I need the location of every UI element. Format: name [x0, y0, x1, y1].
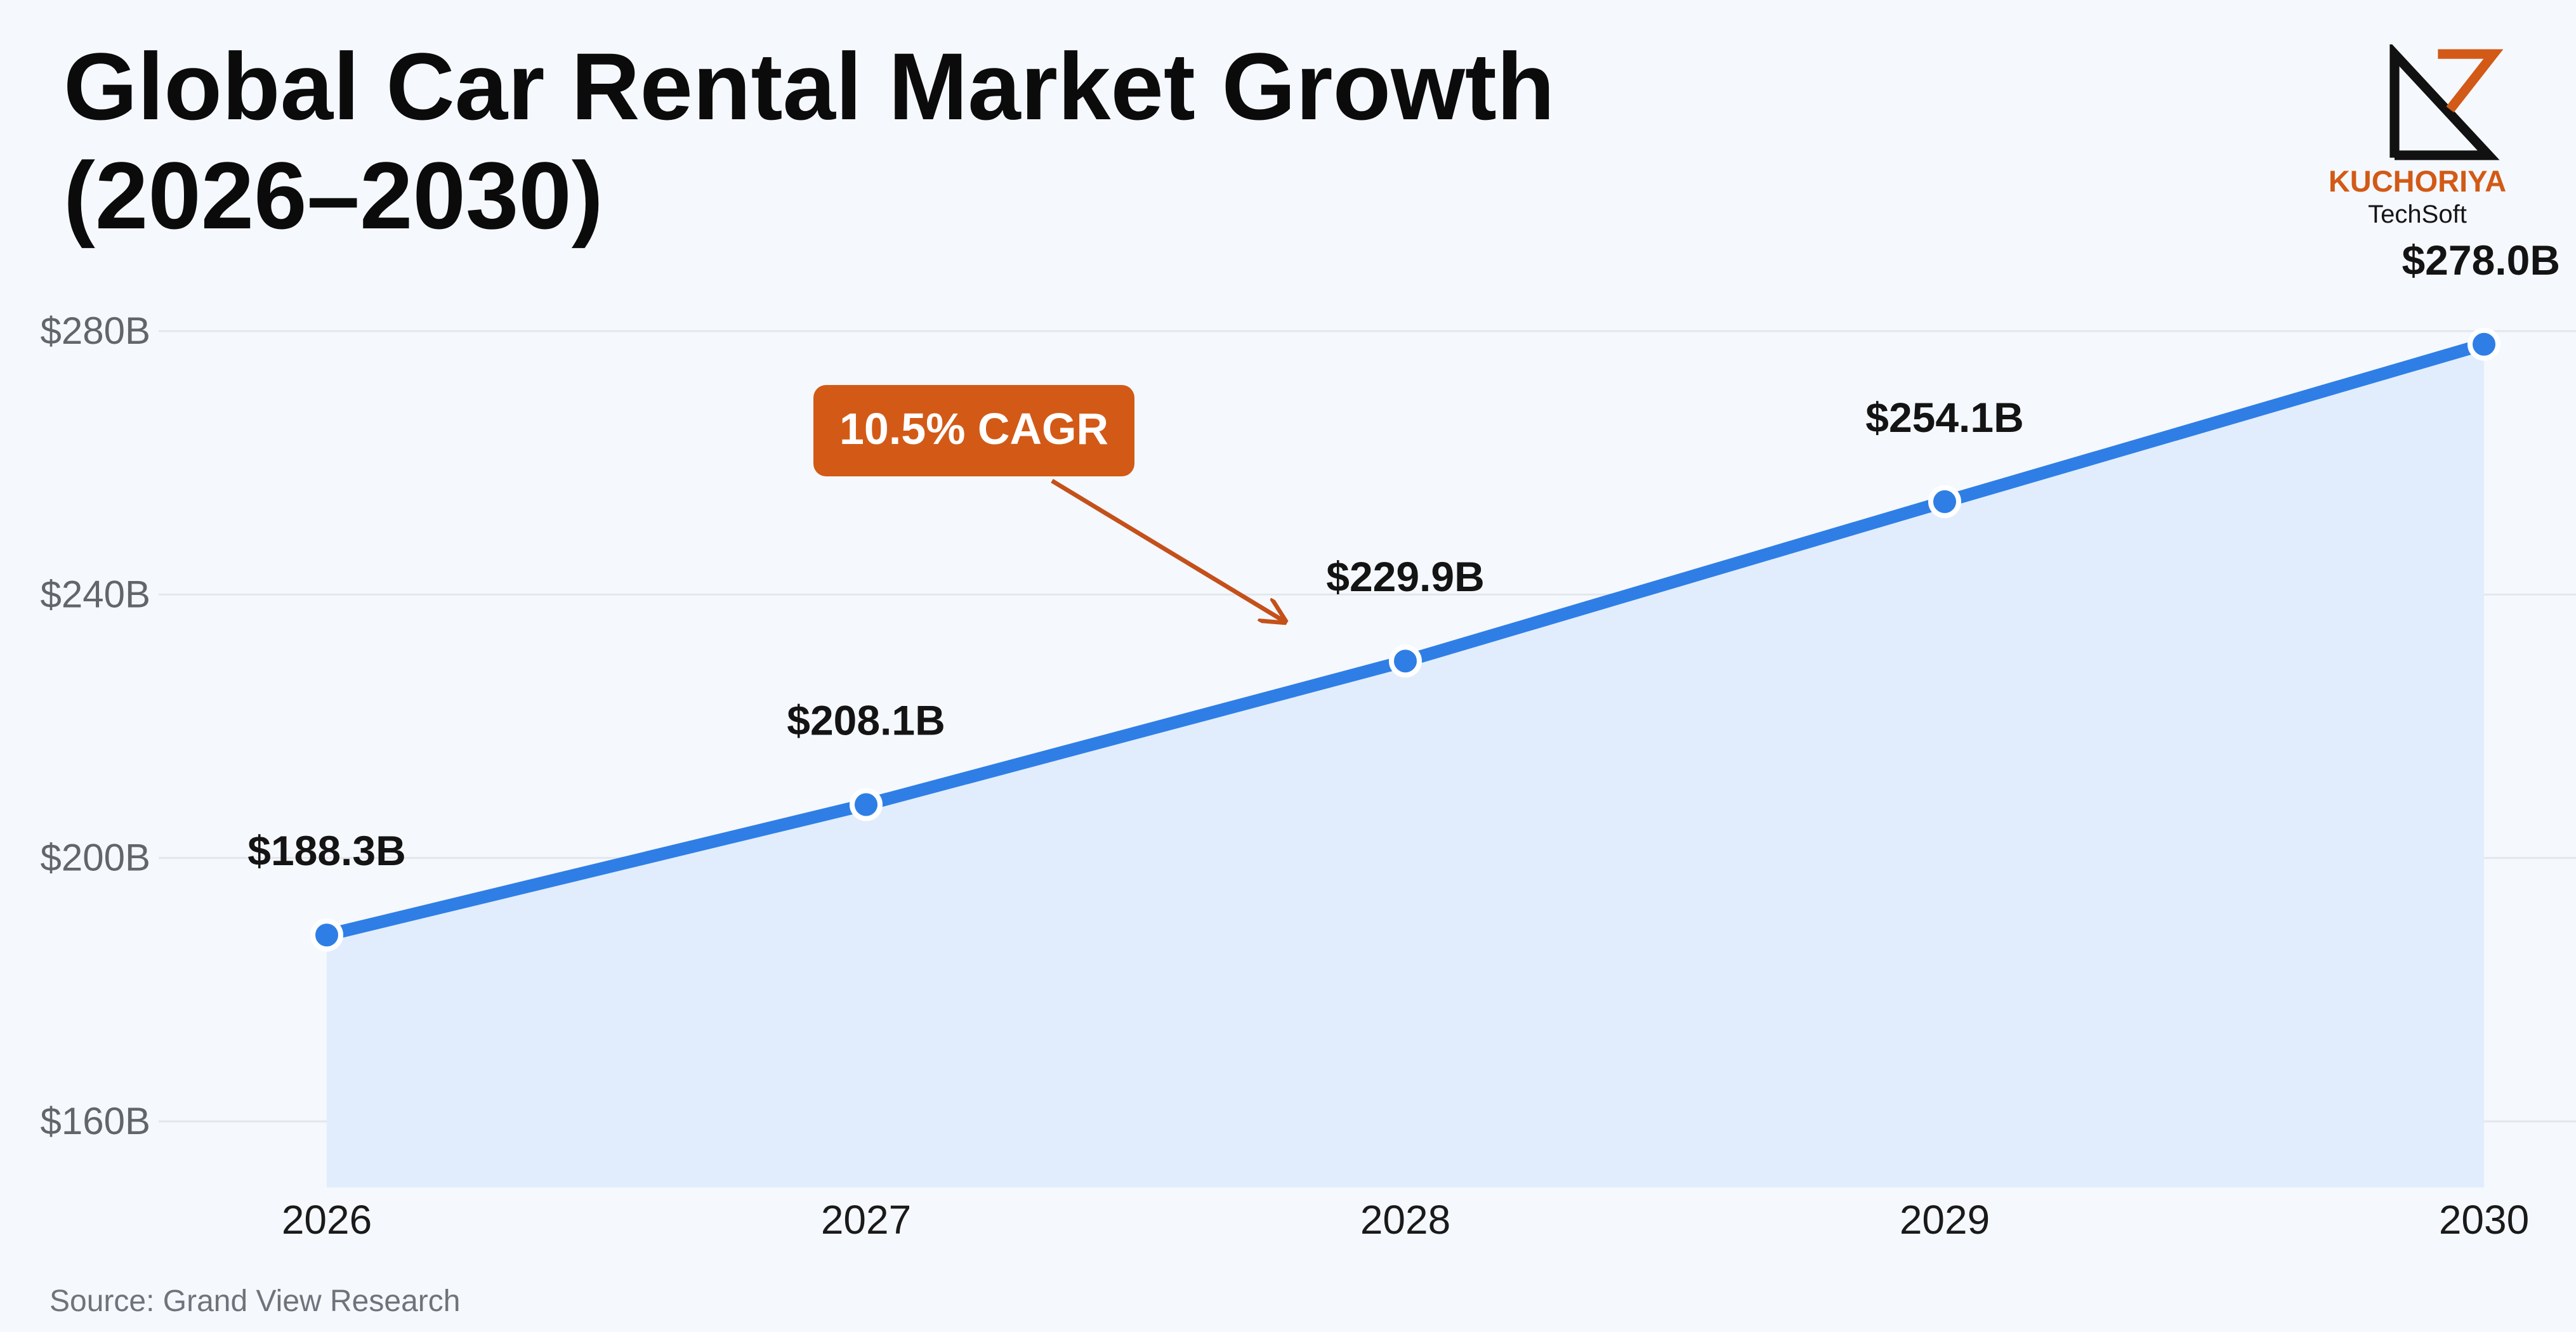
data-labels: $188.3B $208.1B $229.9B $254.1B $278.0B [247, 237, 2560, 874]
y-tick-label: $240B [41, 573, 151, 615]
chart-title-line-1: Global Car Rental Market Growth [63, 33, 1555, 140]
data-point [310, 918, 343, 952]
x-tick-label: 2028 [1360, 1197, 1450, 1243]
source-note: Source: Grand View Research [49, 1284, 461, 1318]
logo-brand-subtitle: TechSoft [2368, 200, 2467, 228]
data-label: $278.0B [2402, 237, 2560, 284]
x-tick-label: 2030 [2439, 1197, 2529, 1243]
data-point [1928, 485, 1961, 518]
data-point [850, 788, 883, 821]
x-axis-ticks: 2026 2027 2028 2029 2030 [282, 1197, 2529, 1243]
area-fill [327, 344, 2484, 1188]
cagr-annotation: 10.5% CAGR [813, 385, 1285, 622]
data-label: $254.1B [1865, 394, 2024, 441]
chart-title-line-2: (2026–2030) [63, 142, 603, 249]
x-tick-label: 2027 [821, 1197, 911, 1243]
kuchoriya-techsoft-logo-icon [2389, 44, 2503, 160]
chart-title: Global Car Rental Market Growth (2026–20… [63, 32, 1650, 250]
data-label: $208.1B [787, 697, 945, 744]
y-tick-label: $280B [41, 310, 151, 352]
y-tick-label: $160B [41, 1100, 151, 1142]
data-points [310, 327, 2500, 952]
data-point [2468, 327, 2500, 361]
data-point [1389, 644, 1422, 678]
cagr-arrow [1051, 479, 1285, 622]
logo-brand-name: KUCHORIYA [2328, 164, 2507, 198]
data-label: $188.3B [247, 827, 406, 874]
brand-logo: KUCHORIYA TechSoft [2310, 38, 2525, 235]
x-tick-label: 2026 [282, 1197, 372, 1243]
cagr-badge-label: 10.5% CAGR [839, 404, 1108, 454]
x-tick-label: 2029 [1900, 1197, 1990, 1243]
area-fill-group [327, 344, 2484, 1188]
y-tick-label: $200B [41, 837, 151, 879]
y-axis-ticks: $160B $200B $240B $280B [41, 310, 151, 1142]
cagr-badge [813, 385, 1134, 476]
data-label: $229.9B [1326, 553, 1485, 600]
